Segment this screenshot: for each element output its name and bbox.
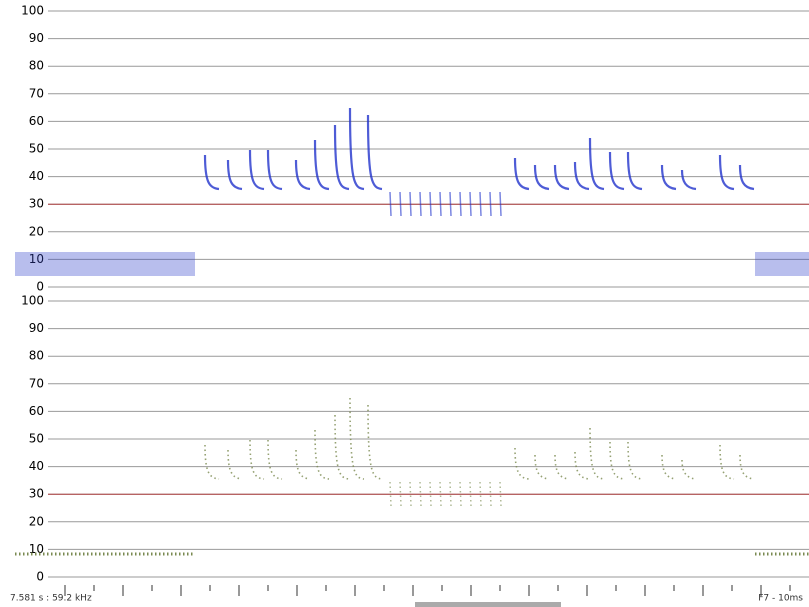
pulse bbox=[469, 191, 472, 217]
y-tick-label: 100 bbox=[21, 4, 44, 18]
call bbox=[334, 414, 350, 480]
call bbox=[738, 164, 755, 191]
pulse bbox=[389, 191, 392, 217]
call bbox=[661, 454, 677, 480]
y-tick-label: 100 bbox=[21, 294, 44, 308]
y-tick-label: 60 bbox=[29, 404, 44, 418]
call bbox=[626, 151, 643, 191]
pulse bbox=[459, 191, 462, 217]
status-right: F7 - 10ms bbox=[758, 594, 803, 604]
call bbox=[554, 454, 570, 480]
y-tick-label: 10 bbox=[29, 252, 44, 266]
y-tick-label: 90 bbox=[29, 321, 44, 335]
y-tick-label: 40 bbox=[29, 169, 44, 183]
call bbox=[589, 427, 605, 480]
call bbox=[248, 149, 265, 191]
status-left: 7.581 s : 59.2 kHz bbox=[10, 594, 92, 604]
y-tick-label: 20 bbox=[29, 224, 44, 238]
call bbox=[267, 439, 283, 480]
y-tick-label: 70 bbox=[29, 376, 44, 390]
call bbox=[249, 439, 265, 480]
pulse bbox=[409, 191, 412, 217]
y-tick-label: 50 bbox=[29, 432, 44, 446]
call bbox=[367, 404, 383, 480]
call bbox=[513, 157, 530, 191]
pulse bbox=[399, 191, 402, 217]
pulse bbox=[479, 191, 482, 217]
y-tick-label: 60 bbox=[29, 114, 44, 128]
y-tick-label: 80 bbox=[29, 59, 44, 73]
call bbox=[204, 444, 220, 480]
call bbox=[333, 124, 350, 191]
y-tick-label: 10 bbox=[29, 542, 44, 556]
call bbox=[574, 451, 590, 480]
pulse bbox=[419, 191, 422, 217]
pulse bbox=[449, 191, 452, 217]
call bbox=[680, 169, 697, 191]
y-tick-label: 0 bbox=[36, 570, 44, 584]
call bbox=[366, 114, 383, 191]
call bbox=[718, 154, 735, 191]
pulse bbox=[489, 191, 492, 217]
pulse bbox=[439, 191, 442, 217]
calls bbox=[15, 107, 809, 276]
y-tick-label: 50 bbox=[29, 142, 44, 156]
call bbox=[295, 449, 311, 480]
y-tick-label: 80 bbox=[29, 349, 44, 363]
call bbox=[609, 441, 625, 480]
call bbox=[349, 397, 365, 480]
call bbox=[553, 164, 570, 191]
pulse bbox=[429, 191, 432, 217]
y-tick-label: 40 bbox=[29, 459, 44, 473]
call bbox=[227, 449, 243, 480]
call bbox=[313, 139, 330, 191]
call bbox=[534, 454, 550, 480]
call bbox=[226, 159, 243, 191]
y-tick-label: 20 bbox=[29, 514, 44, 528]
y-tick-label: 0 bbox=[36, 280, 44, 294]
call bbox=[627, 441, 643, 480]
noise-band bbox=[755, 252, 809, 276]
calls bbox=[15, 397, 809, 556]
call bbox=[660, 164, 677, 191]
call bbox=[719, 444, 735, 480]
call bbox=[294, 159, 311, 191]
call bbox=[203, 154, 220, 191]
call bbox=[514, 447, 530, 480]
call bbox=[608, 151, 625, 191]
scrollbar-thumb[interactable] bbox=[415, 602, 561, 607]
call bbox=[573, 161, 590, 191]
call bbox=[348, 107, 365, 191]
call bbox=[314, 429, 330, 480]
call bbox=[588, 137, 605, 191]
noise-band bbox=[15, 252, 195, 276]
call bbox=[266, 149, 283, 191]
call bbox=[533, 164, 550, 191]
call bbox=[681, 459, 697, 480]
y-tick-label: 70 bbox=[29, 86, 44, 100]
pulse bbox=[499, 191, 502, 217]
y-tick-label: 30 bbox=[29, 197, 44, 211]
y-tick-label: 30 bbox=[29, 487, 44, 501]
call bbox=[739, 454, 755, 480]
y-tick-label: 90 bbox=[29, 31, 44, 45]
